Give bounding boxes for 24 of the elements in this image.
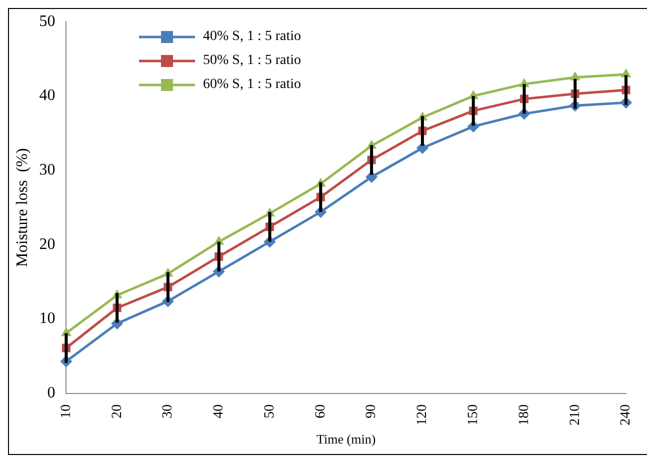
x-tick-label: 150 [466, 404, 481, 426]
x-tick-label: 180 [516, 404, 532, 426]
legend-label: 50% S, 1 : 5 ratio [203, 53, 301, 69]
x-tick-label: 20 [110, 404, 125, 418]
x-tick-label: 210 [568, 404, 583, 426]
x-tick-label: 240 [618, 404, 634, 426]
x-tick-label: 120 [415, 404, 430, 426]
y-tick-label: 10 [39, 310, 56, 328]
legend-label: 40% S, 1 : 5 ratio [203, 29, 301, 45]
x-tick-label: 50 [262, 404, 278, 418]
x-tick-label: 40 [212, 404, 227, 418]
x-tick-label: 10 [58, 404, 74, 418]
x-tick-label: 90 [364, 404, 380, 418]
x-tick-label: 60 [313, 404, 328, 418]
y-tick-label: 20 [39, 236, 56, 253]
x-axis-title: Time (min) [316, 432, 376, 447]
y-tick-label: 30 [39, 162, 56, 179]
legend-label: 60% S, 1 : 5 ratio [203, 77, 301, 93]
point [570, 71, 580, 80]
y-tick-label: 50 [39, 12, 56, 30]
x-tick-label: 30 [160, 404, 176, 418]
y-tick-label: 0 [47, 384, 56, 402]
y-axis-title: Moisture loss (%) [14, 148, 31, 267]
y-tick-label: 40 [39, 87, 56, 104]
